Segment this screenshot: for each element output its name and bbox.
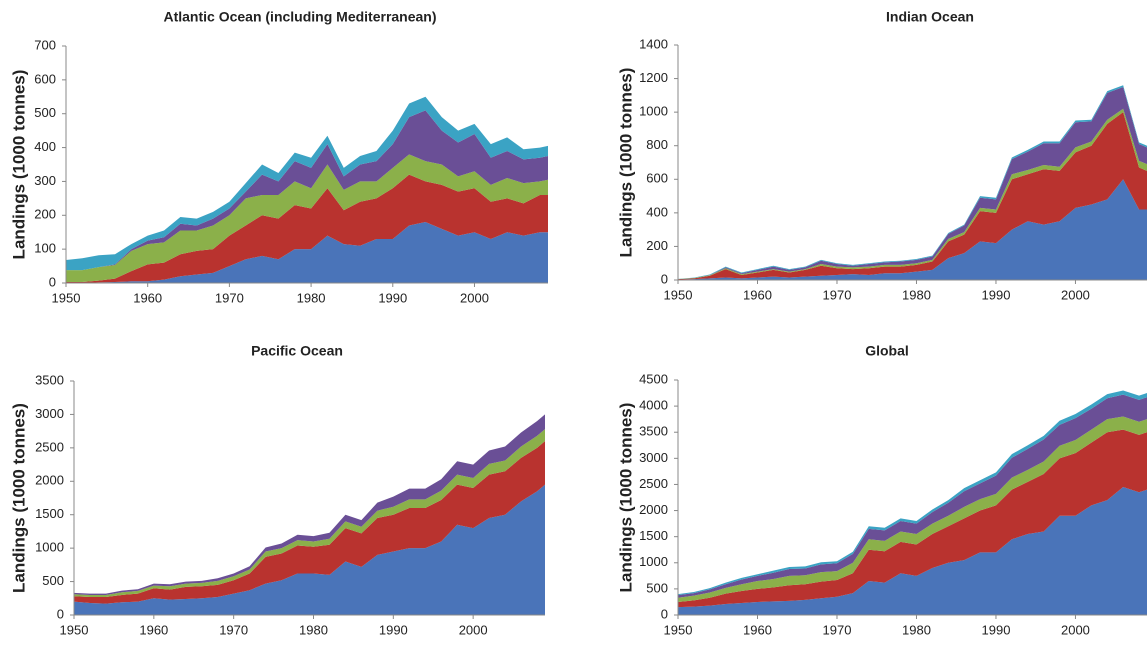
- y-tick-label: 1200: [639, 70, 668, 85]
- x-tick-label: 1970: [219, 622, 248, 637]
- y-tick-label: 400: [646, 204, 668, 219]
- x-tick-label: 1990: [982, 287, 1011, 302]
- x-tick-label: 1980: [299, 622, 328, 637]
- chart-panel: Atlantic Ocean (including Mediterranean)…: [9, 9, 548, 305]
- y-tick-label: 1000: [639, 104, 668, 119]
- x-tick-label: 1990: [379, 622, 408, 637]
- y-tick-label: 1500: [639, 528, 668, 543]
- chart-panel: Indian Ocean Landings (1000 tonnes) 0 200 40…: [616, 9, 1147, 302]
- y-tick-label: 200: [34, 207, 56, 222]
- area-series: [678, 85, 1147, 279]
- y-tick-label: 1000: [639, 554, 668, 569]
- y-axis-label: Landings (1000 tonnes): [616, 68, 635, 258]
- chart-title: Pacific Ocean: [251, 343, 343, 359]
- area-series: [678, 394, 1147, 598]
- x-tick-label: 1950: [664, 287, 693, 302]
- y-tick-label: 500: [34, 105, 56, 120]
- y-tick-label: 700: [34, 37, 56, 52]
- x-tick-label: 2000: [460, 290, 489, 305]
- y-tick-label: 600: [646, 171, 668, 186]
- area-series: [678, 416, 1147, 602]
- area-series: [678, 487, 1147, 615]
- x-tick-label: 1970: [823, 622, 852, 637]
- chart-panel: Global Landings (1000 tonnes) 0 500 1000 1500…: [616, 343, 1147, 637]
- chart-panel: Pacific Ocean Landings (1000 tonnes) 0 500 1…: [9, 343, 545, 637]
- x-tick-label: 1970: [215, 290, 244, 305]
- y-tick-label: 2500: [35, 439, 64, 454]
- area-series: [678, 429, 1147, 608]
- y-tick-label: 3000: [35, 406, 64, 421]
- area-series: [678, 86, 1147, 279]
- y-tick-label: 400: [34, 139, 56, 154]
- y-tick-label: 0: [661, 606, 668, 621]
- area-series: [74, 441, 545, 604]
- area-series: [66, 222, 548, 283]
- y-tick-label: 4500: [639, 371, 668, 386]
- area-series: [66, 110, 548, 271]
- x-tick-label: 1960: [133, 290, 162, 305]
- y-tick-label: 1500: [35, 506, 64, 521]
- x-tick-label: 1980: [902, 622, 931, 637]
- y-tick-label: 100: [34, 241, 56, 256]
- y-tick-label: 1000: [35, 540, 64, 555]
- y-tick-label: 500: [42, 573, 64, 588]
- x-tick-label: 1990: [982, 622, 1011, 637]
- y-axis-label: Landings (1000 tonnes): [616, 403, 635, 593]
- chart-title: Atlantic Ocean (including Mediterranean): [163, 9, 436, 25]
- x-tick-label: 1960: [743, 622, 772, 637]
- y-tick-label: 0: [49, 274, 56, 289]
- y-tick-label: 3500: [639, 424, 668, 439]
- x-tick-label: 2000: [1061, 622, 1090, 637]
- x-tick-label: 1950: [60, 622, 89, 637]
- area-series: [66, 174, 548, 283]
- x-tick-label: 2000: [459, 622, 488, 637]
- y-tick-label: 200: [646, 238, 668, 253]
- y-tick-label: 2000: [639, 502, 668, 517]
- y-tick-label: 2500: [639, 476, 668, 491]
- y-tick-label: 300: [34, 173, 56, 188]
- y-tick-label: 3000: [639, 450, 668, 465]
- area-series: [678, 112, 1147, 280]
- x-tick-label: 1980: [902, 287, 931, 302]
- x-tick-label: 1950: [52, 290, 81, 305]
- area-series: [66, 154, 548, 282]
- y-tick-label: 600: [34, 71, 56, 86]
- y-axis-label: Landings (1000 tonnes): [9, 70, 28, 260]
- x-tick-label: 2000: [1061, 287, 1090, 302]
- area-series: [678, 179, 1147, 280]
- x-tick-label: 1950: [664, 622, 693, 637]
- y-tick-label: 0: [57, 606, 64, 621]
- y-tick-label: 1400: [639, 36, 668, 51]
- y-tick-label: 4000: [639, 398, 668, 413]
- x-tick-label: 1960: [743, 287, 772, 302]
- x-tick-label: 1970: [823, 287, 852, 302]
- chart-title: Indian Ocean: [886, 9, 974, 25]
- x-tick-label: 1960: [139, 622, 168, 637]
- y-axis-label: Landings (1000 tonnes): [9, 403, 28, 593]
- y-tick-label: 800: [646, 137, 668, 152]
- y-tick-label: 500: [646, 580, 668, 595]
- y-tick-label: 2000: [35, 473, 64, 488]
- y-tick-label: 0: [661, 271, 668, 286]
- x-tick-label: 1980: [297, 290, 326, 305]
- y-tick-label: 3500: [35, 372, 64, 387]
- x-tick-label: 1990: [378, 290, 407, 305]
- area-series: [74, 484, 545, 615]
- chart-title: Global: [865, 343, 909, 359]
